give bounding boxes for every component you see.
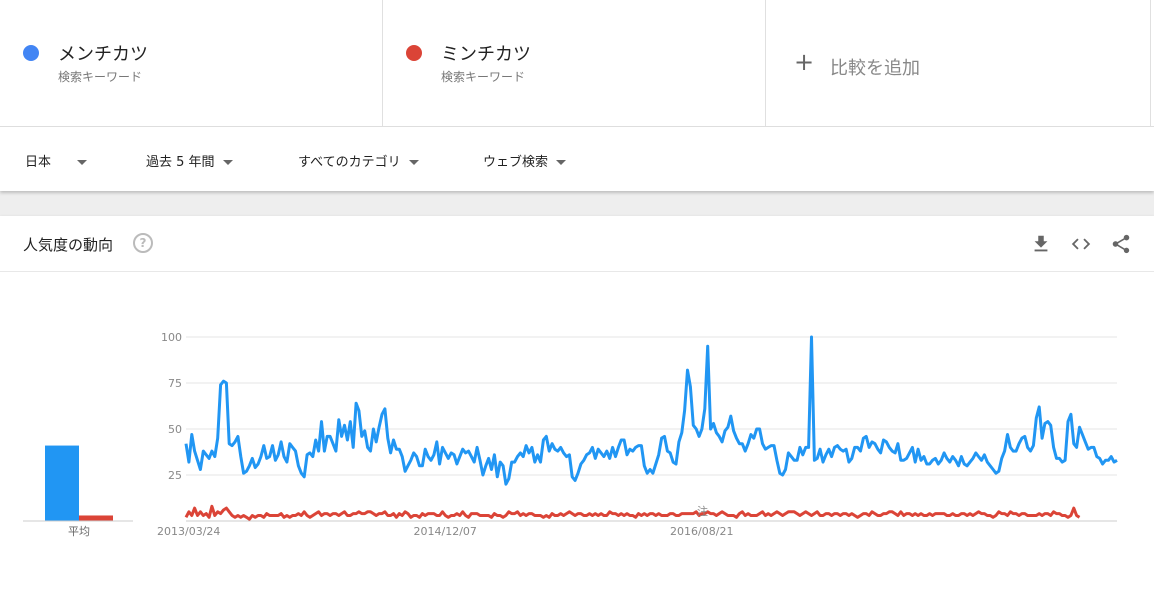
y-tick-label: 50: [168, 423, 182, 436]
category-filter[interactable]: すべてのカテゴリ: [298, 151, 419, 170]
average-label: 平均: [68, 525, 90, 538]
period-filter[interactable]: 過去 5 年間: [146, 151, 233, 170]
interest-over-time-card: 人気度の動向 ? 25 50 75 100 2013/03/24 2014/12/07 20…: [0, 216, 1154, 610]
help-circle-icon[interactable]: ?: [133, 233, 153, 253]
term-color-dot: [406, 45, 422, 61]
y-tick-label: 25: [168, 469, 182, 482]
x-tick-label: 2014/12/07: [414, 525, 477, 538]
share-icon[interactable]: [1110, 233, 1132, 255]
add-comparison-label: 比較を追加: [830, 58, 920, 79]
plus-icon: +: [794, 48, 815, 76]
note-marker: 注: [697, 504, 708, 518]
x-tick-label: 2013/03/24: [157, 525, 220, 538]
region-filter-label: 日本: [25, 155, 52, 170]
search-term-1[interactable]: ミンチカツ 検索キーワード: [383, 0, 766, 127]
average-bar-1: [79, 515, 113, 521]
region-filter[interactable]: 日本: [25, 151, 88, 170]
term-type: 検索キーワード: [58, 70, 143, 84]
chevron-down-icon: [556, 160, 567, 165]
add-comparison-button[interactable]: + 比較を追加: [766, 0, 1151, 127]
download-icon[interactable]: [1030, 233, 1052, 255]
chevron-down-icon: [222, 160, 233, 165]
series-line-0: [184, 335, 1118, 486]
search-terms-bar: メンチカツ 検索キーワード ミンチカツ 検索キーワード + 比較を追加: [0, 0, 1154, 127]
y-tick-label: 100: [161, 331, 182, 344]
card-title: 人気度の動向: [23, 236, 114, 254]
term-name: ミンチカツ: [441, 44, 531, 65]
search-type-filter-label: ウェブ検索: [483, 155, 549, 170]
term-name: メンチカツ: [58, 44, 148, 65]
filters-bar: 日本 過去 5 年間 すべてのカテゴリ ウェブ検索: [0, 127, 1154, 191]
x-tick-label: 2016/08/21: [670, 525, 733, 538]
search-type-filter[interactable]: ウェブ検索: [483, 151, 567, 170]
average-bar-0: [45, 445, 79, 521]
chevron-down-icon: [77, 160, 88, 165]
chevron-down-icon: [408, 160, 419, 165]
term-color-dot: [23, 45, 39, 61]
embed-code-icon[interactable]: [1070, 233, 1092, 255]
period-filter-label: 過去 5 年間: [146, 155, 215, 170]
search-term-0[interactable]: メンチカツ 検索キーワード: [0, 0, 383, 127]
interest-chart: 25 50 75 100 2013/03/24 2014/12/07 2016/08/21 注…: [23, 331, 1118, 538]
series-line-1: [184, 504, 1081, 521]
card-header: 人気度の動向 ?: [0, 216, 1154, 272]
term-type: 検索キーワード: [441, 70, 526, 84]
y-tick-label: 75: [168, 377, 182, 390]
category-filter-label: すべてのカテゴリ: [298, 155, 401, 170]
